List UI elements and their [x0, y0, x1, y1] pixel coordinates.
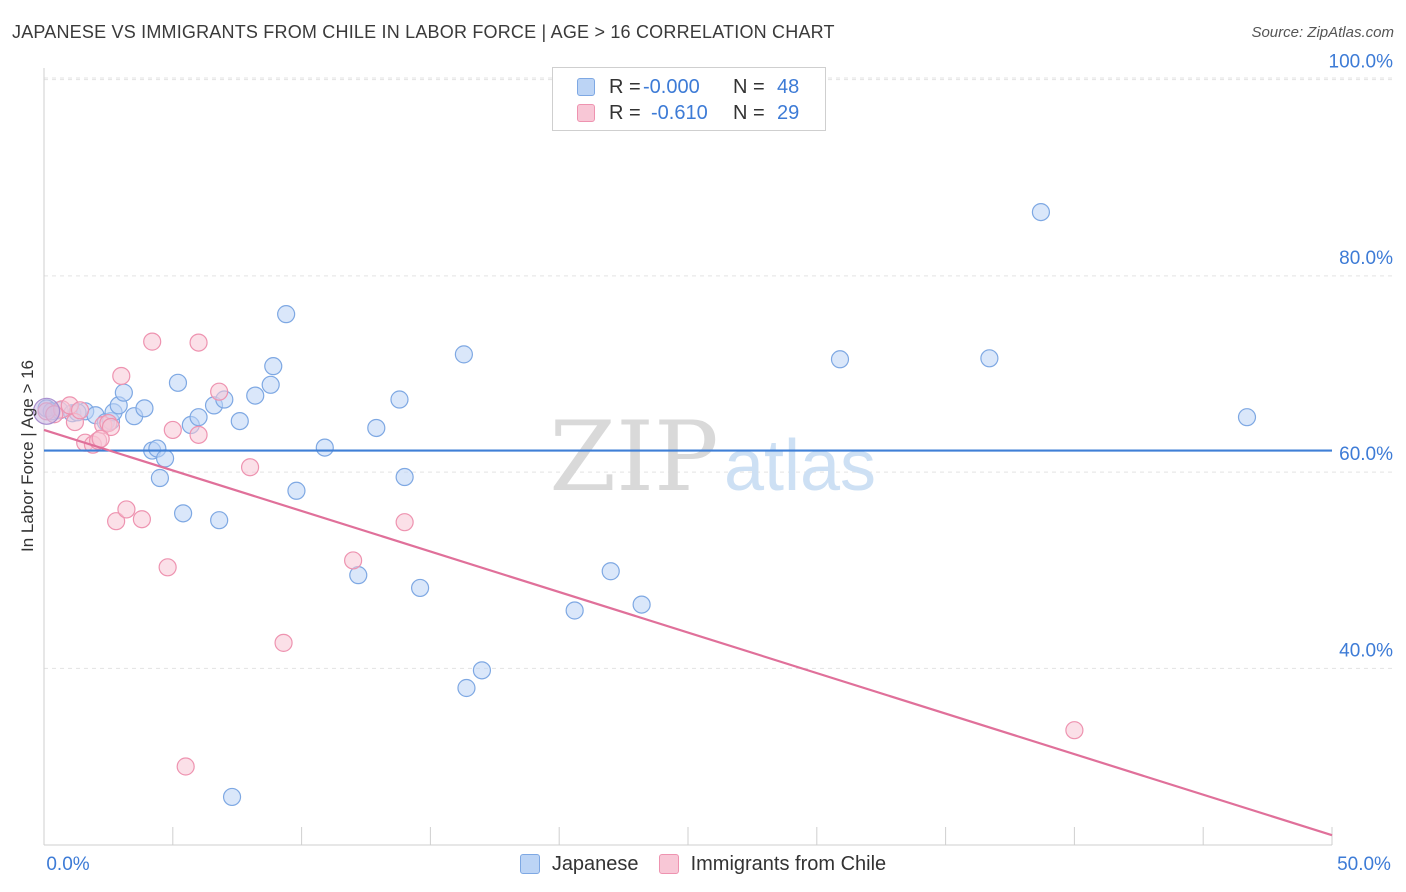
japanese-point[interactable] — [261, 375, 280, 394]
legend-item-japanese[interactable]: Japanese — [519, 852, 639, 876]
legend-swatch-chile — [658, 854, 679, 874]
japanese-point[interactable] — [367, 418, 386, 438]
chile-point[interactable] — [395, 513, 414, 532]
r-label: R = — [609, 75, 641, 98]
legend-label-chile: Immigrants from Chile — [690, 852, 887, 875]
japanese-point[interactable] — [168, 373, 188, 392]
trend-line-chile — [43, 428, 1333, 837]
chile-point[interactable] — [91, 429, 110, 448]
japanese-point[interactable] — [632, 595, 651, 614]
chile-point[interactable] — [112, 366, 131, 386]
stats-row-chile: R = -0.610 N = 29 — [577, 100, 799, 126]
japanese-point[interactable] — [601, 562, 620, 581]
r-value: -0.000 — [643, 75, 700, 98]
chile-point[interactable] — [176, 757, 195, 776]
r-value: -0.610 — [651, 101, 708, 124]
chile-point[interactable] — [132, 510, 151, 529]
r-label: R = — [609, 101, 641, 124]
japanese-point[interactable] — [410, 578, 430, 598]
cluster-point[interactable] — [32, 397, 61, 425]
japanese-point[interactable] — [135, 399, 154, 418]
source-label: Source: ZipAtlas.com — [1251, 24, 1394, 41]
japanese-point[interactable] — [210, 511, 229, 530]
x-ticks — [43, 827, 1333, 845]
y-axis-label: In Labor Force | Age > 16 — [18, 359, 37, 553]
chile-point[interactable] — [189, 333, 208, 352]
chile-point[interactable] — [158, 558, 177, 577]
japanese-point[interactable] — [315, 438, 334, 457]
japanese-point[interactable] — [472, 661, 492, 680]
japanese-point[interactable] — [189, 408, 208, 427]
chile-point[interactable] — [101, 417, 121, 437]
swatch-chile — [577, 104, 595, 122]
legend-swatch-japanese — [519, 854, 540, 874]
japanese-point[interactable] — [565, 601, 584, 620]
japanese-point[interactable] — [980, 349, 999, 368]
stats-legend: R = -0.000 N = 48 R = -0.610 N = 29 — [552, 67, 826, 131]
trend-lines — [43, 428, 1333, 837]
legend-item-chile[interactable]: Immigrants from Chile — [658, 852, 887, 876]
japanese-point[interactable] — [830, 350, 850, 369]
japanese-point[interactable] — [390, 390, 409, 409]
japanese-point[interactable] — [277, 305, 296, 324]
n-value: 29 — [777, 101, 800, 124]
chile-point[interactable] — [344, 551, 363, 570]
watermark-zip: ZIP — [549, 401, 718, 513]
stats-row-japanese: R = -0.000 N = 48 — [577, 74, 799, 100]
chile-point[interactable] — [163, 420, 182, 440]
japanese-point[interactable] — [155, 449, 175, 468]
chile-point[interactable] — [107, 512, 126, 531]
chile-point[interactable] — [1065, 721, 1084, 740]
japanese-point[interactable] — [395, 467, 414, 487]
n-label: N = — [733, 101, 765, 124]
chile-point[interactable] — [240, 458, 260, 477]
japanese-point[interactable] — [264, 357, 283, 376]
n-label: N = — [733, 75, 765, 98]
watermark-atlas: atlas — [724, 426, 876, 506]
x-tick-label-min: 0.0% — [46, 854, 89, 875]
chart-title: JAPANESE VS IMMIGRANTS FROM CHILE IN LAB… — [12, 22, 835, 42]
chile-point[interactable] — [274, 633, 293, 652]
japanese-point[interactable] — [1031, 202, 1051, 222]
zipatlas-watermark: ZIP atlas — [549, 401, 876, 513]
swatch-japanese — [577, 78, 595, 96]
y-tick-label: 100.0% — [1329, 52, 1394, 73]
y-tick-label: 60.0% — [1339, 444, 1393, 465]
japanese-point[interactable] — [150, 468, 170, 488]
chile-point[interactable] — [70, 401, 90, 420]
chile-point[interactable] — [143, 332, 162, 351]
japanese-point[interactable] — [222, 787, 242, 807]
japanese-point[interactable] — [454, 345, 473, 364]
chile-point[interactable] — [117, 500, 136, 519]
y-tick-label: 40.0% — [1339, 640, 1393, 661]
series-legend: Japanese Immigrants from Chile — [0, 851, 1406, 877]
japanese-point[interactable] — [230, 412, 249, 431]
y-tick-labels: 40.0% 60.0% 80.0% 100.0% — [1329, 52, 1394, 662]
japanese-point[interactable] — [287, 481, 306, 500]
n-value: 48 — [777, 75, 800, 98]
data-points — [32, 202, 1257, 807]
legend-label-japanese: Japanese — [551, 852, 639, 875]
gridlines — [44, 77, 1392, 669]
japanese-point[interactable] — [114, 383, 133, 402]
chile-point[interactable] — [189, 425, 208, 444]
japanese-point[interactable] — [246, 386, 265, 405]
chile-point[interactable] — [210, 382, 229, 401]
japanese-point[interactable] — [174, 504, 193, 523]
japanese-point[interactable] — [1237, 408, 1257, 427]
y-tick-label: 80.0% — [1339, 248, 1393, 269]
x-tick-label-max: 50.0% — [1337, 854, 1391, 875]
japanese-point[interactable] — [457, 678, 476, 698]
x-tick-labels: 0.0% 50.0% — [46, 854, 1391, 875]
